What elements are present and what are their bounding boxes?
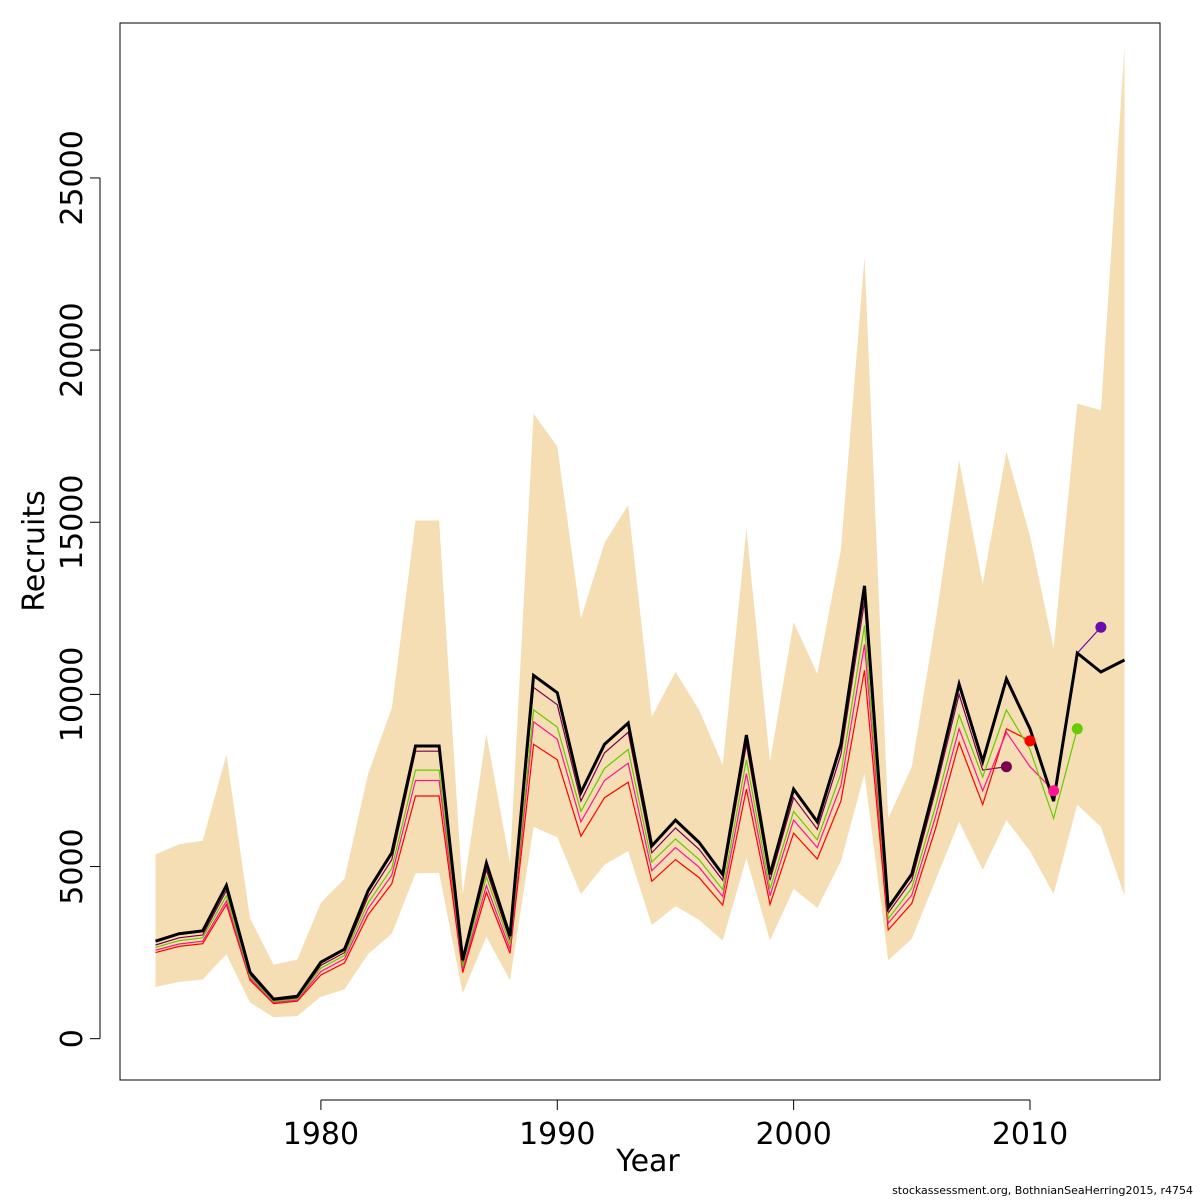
endpoint-marker-2009 — [1000, 761, 1012, 773]
y-tick-label: 20000 — [55, 302, 90, 397]
endpoint-marker-2012 — [1071, 723, 1083, 735]
y-axis-title: Recruits — [17, 490, 52, 612]
x-tick-label: 2000 — [755, 1117, 831, 1152]
y-tick-label: 25000 — [55, 130, 90, 225]
x-axis: 1980 1990 2000 2010 — [283, 1099, 1068, 1152]
y-axis: 0 5000 10000 15000 20000 25000 — [55, 130, 101, 1048]
endpoint-marker-2011 — [1048, 785, 1060, 797]
y-tick-label: 0 — [55, 1029, 90, 1048]
x-tick-label: 2010 — [992, 1117, 1068, 1152]
plot-frame — [119, 22, 1161, 1081]
x-axis-title: Year — [615, 1144, 680, 1179]
endpoint-marker-2010 — [1024, 735, 1036, 747]
footnote: stockassessment.org, BothnianSeaHerring2… — [892, 1184, 1193, 1197]
retro-series-layer — [155, 585, 1126, 1005]
series-line-main — [155, 585, 1126, 1001]
series-line-retro-5 — [1076, 626, 1102, 654]
y-tick-label: 10000 — [55, 647, 90, 742]
series-line-retro-2 — [155, 670, 1031, 1005]
x-tick-label: 1990 — [519, 1117, 595, 1152]
y-tick-label: 5000 — [55, 828, 90, 904]
x-tick-label: 1980 — [283, 1117, 359, 1152]
confidence-band-layer — [155, 47, 1125, 1018]
confidence-band — [155, 47, 1125, 1018]
endpoint-markers-layer — [1000, 621, 1107, 797]
endpoint-marker-2013 — [1095, 621, 1107, 633]
series-line-retro-3 — [155, 644, 1055, 1004]
series-line-retro-4 — [155, 625, 1078, 1003]
y-tick-label: 15000 — [55, 475, 90, 570]
